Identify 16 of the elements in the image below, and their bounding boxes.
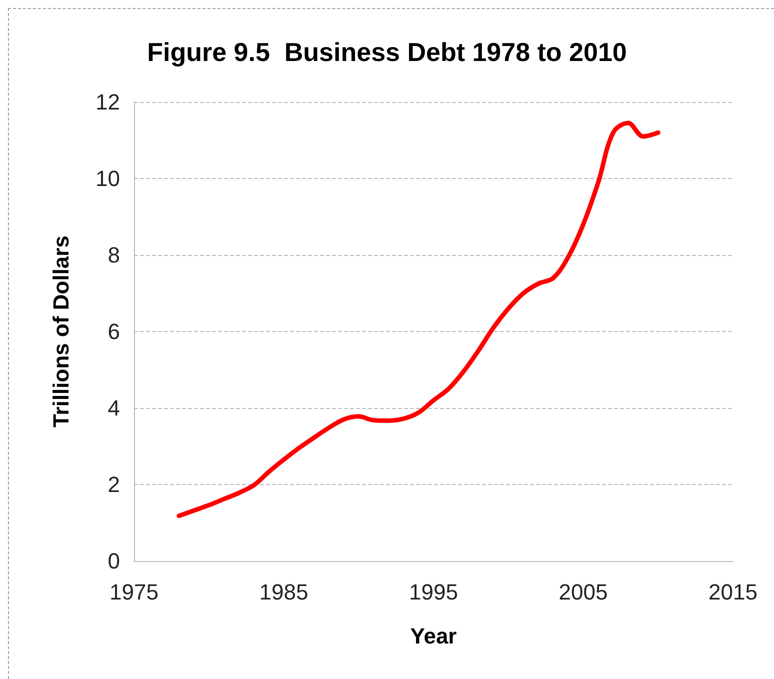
x-tick-label: 1985 [259,580,308,604]
y-tick-label: 12 [96,90,120,114]
y-tick-label: 10 [96,166,120,191]
chart-title: Figure 9.5 Business Debt 1978 to 2010 [147,37,627,67]
y-tick-label: 6 [108,319,120,344]
y-tick-label: 4 [108,396,120,420]
line-series [176,120,660,518]
x-tick-label: 2005 [558,580,608,604]
y-axis-title: Trillions of Dollars [48,236,74,428]
x-tick-label: 1995 [409,580,458,604]
x-tick-label: 2015 [708,580,758,604]
y-tick-label: 2 [108,472,120,497]
x-axis-title: Year [410,624,458,648]
y-tick-label: 0 [108,548,120,574]
x-tick-label: 1975 [110,580,158,604]
y-tick-label: 8 [108,242,120,268]
